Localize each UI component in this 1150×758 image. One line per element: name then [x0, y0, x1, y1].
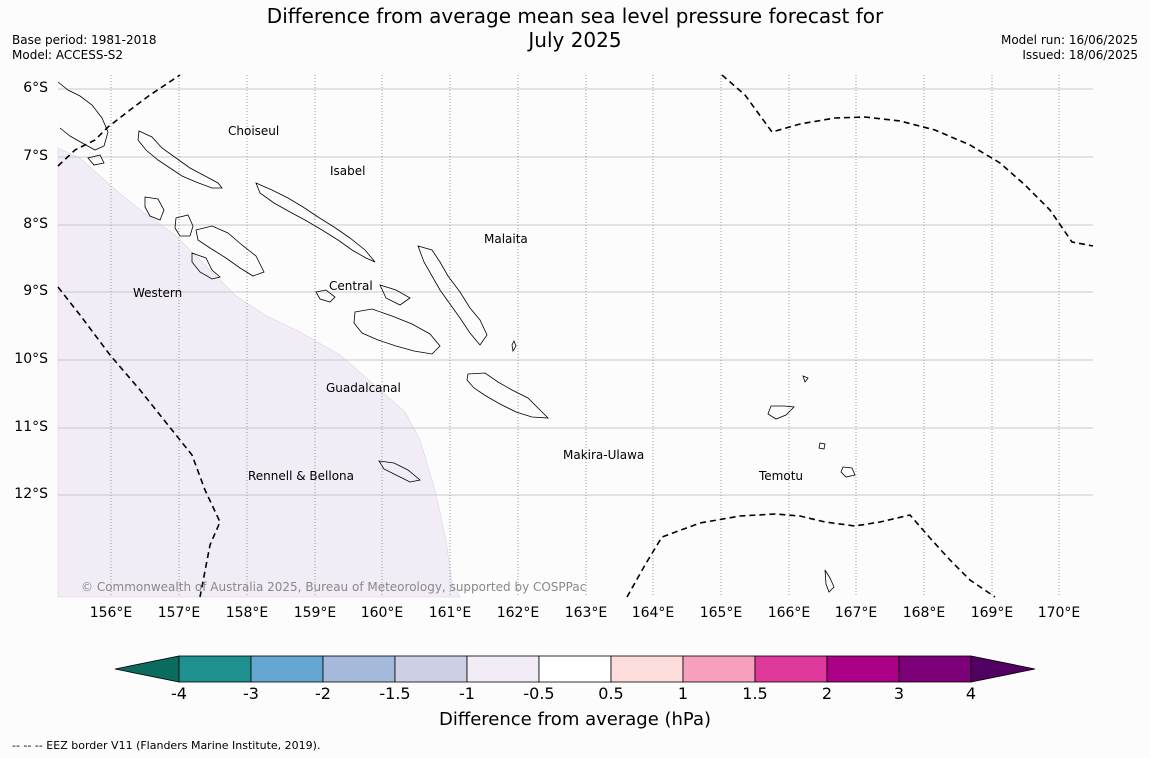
colorbar-tick-label: 2 — [821, 684, 833, 703]
colorbar-tick-label: 1.5 — [742, 684, 768, 703]
colorbar-tick-label: -0.5 — [523, 684, 555, 703]
lat-label-7s: 7°S — [23, 148, 48, 164]
lat-gridlines — [58, 88, 1093, 496]
lon-label: 166°E — [767, 605, 811, 621]
colorbar-tick-label: 4 — [965, 684, 977, 703]
region-label-makira-ulawa: Makira-Ulawa — [563, 448, 645, 462]
lon-label: 162°E — [496, 605, 540, 621]
model-run: Model run: 16/06/2025 — [1000, 33, 1138, 47]
lat-label-9s: 9°S — [23, 283, 48, 299]
lon-label: 163°E — [564, 605, 608, 621]
issued-date: Issued: 18/06/2025 — [1022, 48, 1138, 62]
region-label-temotu: Temotu — [759, 469, 804, 483]
lat-label-8s: 8°S — [23, 216, 48, 232]
lon-label: 156°E — [89, 605, 133, 621]
region-label-central: Central — [329, 279, 373, 293]
colorbar-title: Difference from average (hPa) — [438, 709, 712, 730]
map-title-line1: Difference from average mean sea level p… — [266, 4, 884, 28]
lat-label-10s: 10°S — [14, 351, 48, 367]
region-label-rennell-bellona: Rennell & Bellona — [248, 469, 355, 483]
colorbar-tick-label: 3 — [893, 684, 905, 703]
colorbar-tick-label: 1 — [677, 684, 689, 703]
colorbar-tick-label: -2 — [315, 684, 331, 703]
lon-gridlines — [110, 75, 1060, 597]
colorbar-tick-label: -1 — [459, 684, 475, 703]
region-label-western: Western — [133, 286, 183, 300]
colorbar-tick-label: -4 — [171, 684, 187, 703]
colorbar-tick-label: -3 — [243, 684, 259, 703]
lon-label: 168°E — [902, 605, 946, 621]
base-period: Base period: 1981-2018 — [12, 33, 157, 47]
map-title-line2: July 2025 — [528, 28, 622, 52]
region-label-isabel: Isabel — [330, 164, 366, 178]
lon-label: 160°E — [360, 605, 404, 621]
lon-label: 167°E — [834, 605, 878, 621]
colorbar-tick-label: -1.5 — [379, 684, 411, 703]
eez-borders — [57, 74, 1094, 598]
lon-label: 161°E — [428, 605, 472, 621]
lat-label-11s: 11°S — [14, 419, 48, 435]
lon-label: 159°E — [293, 605, 337, 621]
lon-label: 157°E — [157, 605, 201, 621]
region-label-guadalcanal: Guadalcanal — [326, 381, 401, 395]
model-name: Model: ACCESS-S2 — [12, 48, 124, 62]
copyright-notice: © Commonwealth of Australia 2025, Bureau… — [81, 580, 587, 594]
colorbar-tick-label: 0.5 — [598, 684, 624, 703]
region-label-malaita: Malaita — [484, 232, 528, 246]
eez-footnote: -- -- -- EEZ border V11 (Flanders Marine… — [12, 739, 321, 752]
anomaly-shading — [57, 147, 461, 598]
lat-label-12s: 12°S — [14, 486, 48, 502]
lon-label: 158°E — [225, 605, 269, 621]
coastlines — [57, 81, 856, 593]
lon-label: 165°E — [699, 605, 743, 621]
lon-label: 169°E — [970, 605, 1014, 621]
lon-label: 164°E — [631, 605, 675, 621]
lon-label: 170°E — [1037, 605, 1081, 621]
lat-label-6s: 6°S — [23, 80, 48, 96]
region-label-choiseul: Choiseul — [228, 124, 280, 138]
